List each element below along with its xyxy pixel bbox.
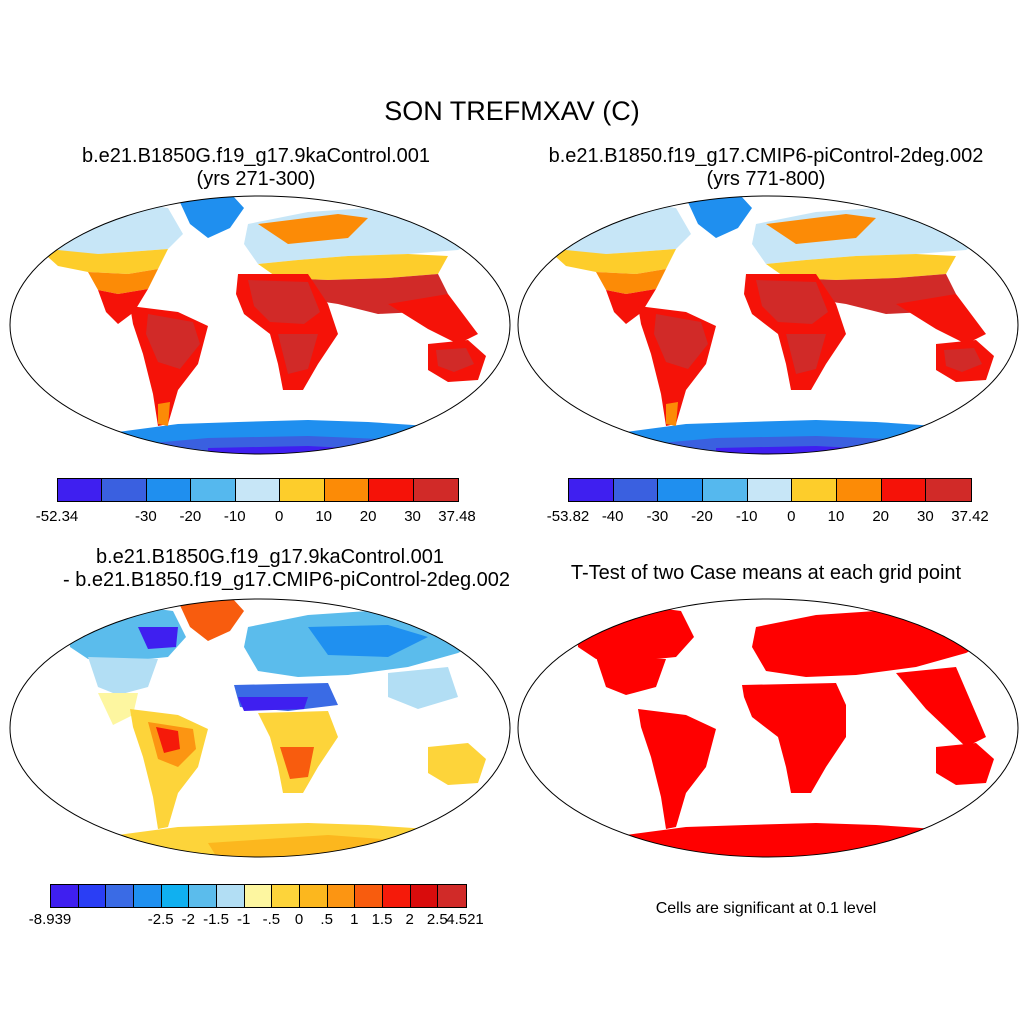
colorbar-box	[189, 885, 217, 907]
colorbar-box	[161, 885, 190, 907]
colorbar-tick-label: -52.34	[35, 508, 79, 525]
colorbar-tick-label: -1.5	[203, 911, 229, 928]
panel-title-line1: b.e21.B1850G.f19_g17.9kaControl.001	[81, 145, 431, 167]
colorbar-tick-label: 2	[405, 911, 414, 928]
map-difference	[8, 597, 512, 859]
colorbar-tick-label: 30	[916, 508, 934, 525]
colorbar-tick-label: -.5	[262, 911, 281, 928]
colorbar-box	[244, 885, 273, 907]
significance-note: Cells are significant at 0.1 level	[655, 900, 877, 917]
panel-title-line1: b.e21.B1850.f19_g17.CMIP6-piControl-2deg…	[548, 145, 984, 167]
colorbar-box	[133, 885, 162, 907]
colorbar-tick-label: 0	[275, 508, 284, 525]
colorbar-tick-label: 0	[787, 508, 796, 525]
colorbar-box	[327, 885, 356, 907]
colorbar-box	[216, 885, 245, 907]
colorbar-box	[926, 479, 971, 501]
colorbar-box	[881, 479, 927, 501]
panel-title-line2: - b.e21.B1850.f19_g17.CMIP6-piControl-2d…	[63, 569, 510, 591]
colorbar-labels-case1: -52.34 -30 -20 -10 0 10 20 30 37.48	[36, 508, 476, 528]
colorbar-box	[792, 479, 837, 501]
panel-title-ttest: T-Test of two Case means at each grid po…	[570, 562, 962, 584]
colorbar-case2	[568, 478, 972, 502]
colorbar-tick-label: 30	[404, 508, 421, 525]
colorbar-box	[58, 479, 103, 501]
colorbar-tick-label: -2.5	[147, 911, 174, 928]
colorbar-case1	[57, 478, 459, 502]
colorbar-box	[413, 479, 458, 501]
colorbar-box	[410, 885, 439, 907]
colorbar-tick-label: 10	[827, 508, 845, 525]
colorbar-box	[324, 479, 370, 501]
colorbar-tick-label: 4.521	[446, 911, 484, 928]
figure-title: SON TREFMXAV (C)	[384, 96, 640, 126]
colorbar-difference	[50, 884, 467, 908]
colorbar-box	[272, 885, 300, 907]
colorbar-labels-difference: -8.939 -2.5 -2 -1.5 -1 -.5 0 .5 1 1.5 2 2.5 4.521	[29, 911, 484, 931]
colorbar-tick-label: -10	[223, 508, 246, 525]
colorbar-tick-label: -2	[181, 911, 195, 928]
colorbar-box	[51, 885, 79, 907]
colorbar-tick-label: -53.82	[546, 508, 590, 525]
colorbar-box	[355, 885, 383, 907]
colorbar-tick-label: 20	[872, 508, 889, 525]
panel-title-case2: b.e21.B1850.f19_g17.CMIP6-piControl-2deg…	[508, 145, 1024, 191]
colorbar-box	[836, 479, 882, 501]
colorbar-tick-label: -30	[135, 508, 157, 525]
colorbar-box	[299, 885, 328, 907]
colorbar-box	[235, 479, 281, 501]
colorbar-tick-label: 1.5	[371, 911, 393, 928]
panel-title-diff: b.e21.B1850G.f19_g17.9kaControl.001 - b.…	[0, 546, 516, 592]
colorbar-box	[78, 885, 107, 907]
colorbar-box	[102, 479, 147, 501]
colorbar-tick-label: -20	[691, 508, 713, 525]
colorbar-tick-label: -30	[646, 508, 669, 525]
colorbar-tick-label: -20	[179, 508, 202, 525]
panel-title-line2: (yrs 771-800)	[706, 168, 826, 190]
colorbar-tick-label: 20	[359, 508, 377, 525]
panel-title-line1: b.e21.B1850G.f19_g17.9kaControl.001	[95, 546, 445, 568]
colorbar-tick-label: 37.48	[438, 508, 476, 525]
colorbar-box	[613, 479, 659, 501]
colorbar-tick-label: 0	[294, 911, 304, 928]
colorbar-tick-label: -40	[601, 508, 624, 525]
colorbar-box	[658, 479, 703, 501]
colorbar-box	[191, 479, 236, 501]
colorbar-labels-case2: -53.82 -40 -30 -20 -10 0 10 20 30 37.42	[547, 508, 989, 528]
colorbar-box	[747, 479, 793, 501]
colorbar-box	[146, 479, 192, 501]
colorbar-box	[106, 885, 134, 907]
colorbar-tick-label: 2.5	[426, 911, 448, 928]
colorbar-box	[280, 479, 325, 501]
colorbar-box	[702, 479, 748, 501]
colorbar-box	[369, 479, 414, 501]
colorbar-tick-label: -8.939	[28, 911, 72, 928]
colorbar-tick-label: 10	[315, 508, 332, 525]
colorbar-tick-label: 1	[350, 911, 359, 928]
map-case1	[8, 194, 512, 456]
panel-title-line2: (yrs 271-300)	[196, 168, 316, 190]
map-case2	[516, 194, 1020, 456]
colorbar-tick-label: 37.42	[951, 508, 989, 525]
colorbar-tick-label: -1	[236, 911, 251, 928]
map-ttest	[516, 597, 1020, 859]
colorbar-box	[382, 885, 411, 907]
colorbar-tick-label: -10	[735, 508, 758, 525]
panel-title-case1: b.e21.B1850G.f19_g17.9kaControl.001 (yrs…	[16, 145, 496, 191]
colorbar-tick-label: .5	[320, 911, 333, 928]
colorbar-box	[438, 885, 466, 907]
colorbar-box	[569, 479, 614, 501]
